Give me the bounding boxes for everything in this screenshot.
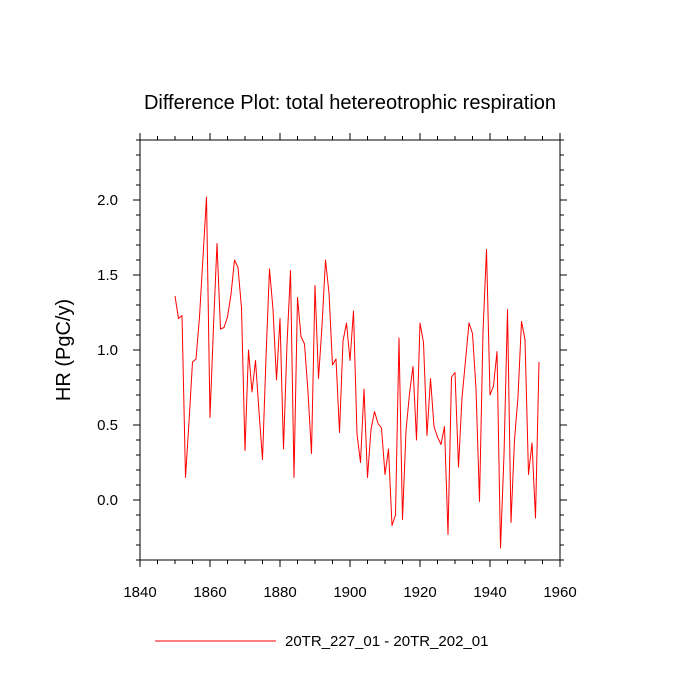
- y-axis-label: HR (PgC/y): [53, 299, 75, 401]
- y-axis-tick-labels: 0.0 0.5 1.0 1.5 2.0: [97, 192, 118, 509]
- x-tick-label: 1940: [473, 584, 506, 601]
- x-tick-label: 1900: [333, 584, 366, 601]
- series-line: [174, 196, 540, 549]
- y-tick-label: 0.5: [97, 417, 118, 434]
- legend: 20TR_227_01 - 20TR_202_01: [155, 633, 488, 650]
- y-tick-label: 1.0: [97, 342, 118, 359]
- y-tick-label: 0.0: [97, 492, 118, 509]
- x-tick-label: 1840: [123, 584, 156, 601]
- plot-frame: [139, 139, 561, 561]
- x-axis-tick-labels: 1840 1860 1880 1900 1920 1940 1960: [123, 584, 576, 601]
- legend-label: 20TR_227_01 - 20TR_202_01: [285, 633, 488, 650]
- y-tick-label: 1.5: [97, 267, 118, 284]
- x-tick-label: 1880: [263, 584, 296, 601]
- x-tick-label: 1860: [193, 584, 226, 601]
- y-tick-label: 2.0: [97, 192, 118, 209]
- axis-ticks: [133, 133, 567, 567]
- x-tick-label: 1920: [403, 584, 436, 601]
- series-group: [174, 196, 540, 549]
- chart-title: Difference Plot: total hetereotrophic re…: [144, 92, 556, 114]
- x-tick-label: 1960: [543, 584, 576, 601]
